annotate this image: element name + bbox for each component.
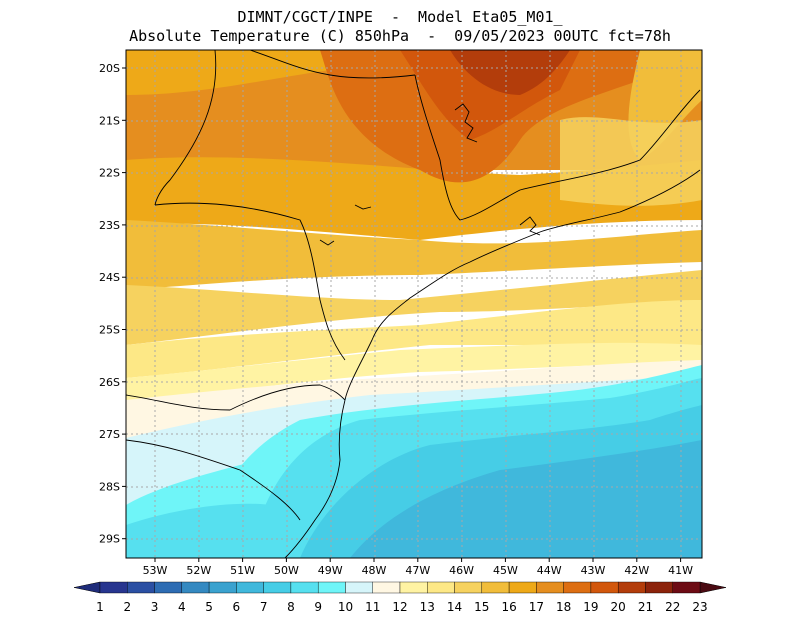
temperature-field: [126, 50, 702, 558]
colorbar-label: 12: [392, 600, 407, 614]
colorbar-swatch: [481, 581, 510, 594]
colorbar-swatch: [263, 581, 292, 594]
lat-tick-label: 24S: [99, 271, 120, 284]
lon-tick-label: 41W: [668, 564, 693, 577]
colorbar-label: 17: [529, 600, 544, 614]
colorbar-label: 14: [447, 600, 462, 614]
colorbar-label: 10: [338, 600, 353, 614]
colorbar-swatch: [208, 581, 237, 594]
colorbar-high-arrow: [699, 581, 727, 594]
lon-tick-label: 47W: [405, 564, 430, 577]
colorbar-label: 18: [556, 600, 571, 614]
lat-tick-label: 22S: [99, 167, 120, 180]
coastlines-and-borders: [126, 50, 701, 558]
colorbar-swatch: [154, 581, 183, 594]
colorbar-label: 15: [474, 600, 489, 614]
longitude-ticks: 53W 52W 51W 50W 49W 48W 47W 46W 45W 44W 43W 42W 41W: [143, 558, 693, 577]
lat-tick-label: 28S: [99, 480, 120, 493]
colorbar-swatch: [345, 581, 373, 594]
colorbar-label: 5: [205, 600, 213, 614]
map-frame: [125, 49, 703, 559]
colorbar-label: 23: [692, 600, 707, 614]
colorbar-swatch: [563, 581, 592, 594]
colorbar-swatch: [536, 581, 564, 594]
lat-tick-label: 23S: [99, 219, 120, 232]
lat-tick-label: 21S: [99, 114, 120, 127]
lat-tick-label: 25S: [99, 324, 120, 337]
colorbar-label: 6: [233, 600, 241, 614]
lon-tick-label: 45W: [493, 564, 518, 577]
colorbar-label: 7: [260, 600, 268, 614]
colorbar-label: 3: [151, 600, 159, 614]
lat-tick-label: 26S: [99, 376, 120, 389]
colorbar-swatch: [99, 581, 128, 594]
lat-tick-label: 20S: [99, 62, 120, 75]
colorbar-swatch: [427, 581, 455, 594]
lon-tick-label: 51W: [230, 564, 255, 577]
title-line-1: DIMNT/CGCT/INPE - Model Eta05_M01_: [237, 8, 563, 26]
colorbar-label: 19: [583, 600, 598, 614]
colorbar-swatch: [590, 581, 619, 594]
colorbar-label: 21: [638, 600, 653, 614]
colorbar-swatch: [372, 581, 401, 594]
colorbar-label: 20: [611, 600, 626, 614]
colorbar-label: 11: [365, 600, 380, 614]
lon-tick-label: 42W: [624, 564, 649, 577]
colorbar-label: 13: [420, 600, 435, 614]
colorbar-swatch: [236, 581, 264, 594]
colorbar: 1 2 3 4 5 6 7 8 9 10 11 12 13 14 15 16 17 18 19 20 21 22 23: [73, 581, 727, 614]
lon-tick-label: 52W: [186, 564, 211, 577]
lon-tick-label: 44W: [537, 564, 562, 577]
colorbar-label: 9: [314, 600, 322, 614]
colorbar-label: 2: [123, 600, 131, 614]
colorbar-label: 22: [665, 600, 680, 614]
colorbar-swatch: [672, 581, 701, 594]
lon-tick-label: 43W: [581, 564, 606, 577]
grid-lines: [126, 50, 702, 558]
colorbar-swatch: [290, 581, 319, 594]
title-line-2: Absolute Temperature (C) 850hPa - 09/05/…: [129, 27, 671, 45]
lat-tick-label: 27S: [99, 428, 120, 441]
lon-tick-label: 46W: [449, 564, 474, 577]
colorbar-swatch: [617, 581, 646, 594]
latitude-ticks: 20S 21S 22S 23S 24S 25S 26S 27S 28S 29S: [99, 62, 126, 546]
colorbar-swatch: [454, 581, 483, 594]
colorbar-label: 8: [287, 600, 295, 614]
colorbar-label: 4: [178, 600, 186, 614]
colorbar-swatch: [645, 581, 673, 594]
colorbar-low-arrow: [73, 581, 101, 594]
colorbar-swatch: [127, 581, 155, 594]
lon-tick-label: 53W: [143, 564, 168, 577]
colorbar-swatch: [317, 581, 346, 594]
lon-tick-label: 50W: [274, 564, 299, 577]
colorbar-swatch: [399, 581, 428, 594]
lat-tick-label: 29S: [99, 533, 120, 546]
colorbar-swatch: [181, 581, 210, 594]
colorbar-label: 1: [96, 600, 104, 614]
colorbar-label: 16: [501, 600, 516, 614]
colorbar-swatch: [508, 581, 537, 594]
lon-tick-label: 49W: [318, 564, 343, 577]
lon-tick-label: 48W: [362, 564, 387, 577]
